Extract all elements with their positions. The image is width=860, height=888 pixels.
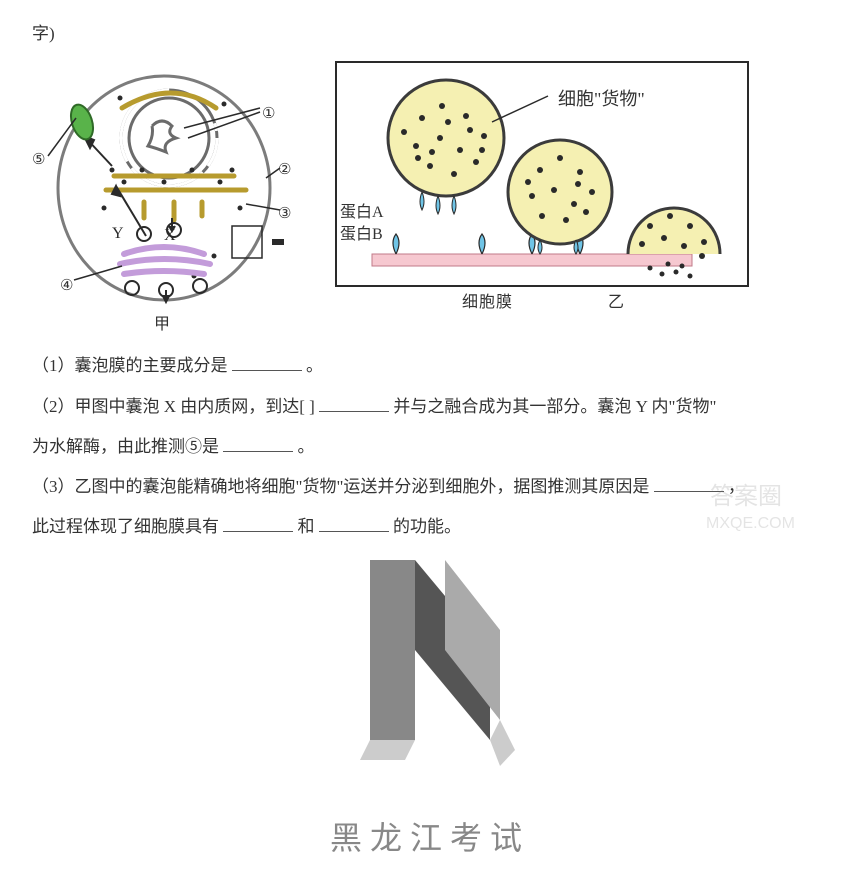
header-fragment: 字)	[32, 18, 828, 50]
q2-line1: （2）甲图中囊泡 X 由内质网，到达[ ] 并与之融合成为其一部分。囊泡 Y 内…	[32, 391, 828, 423]
watermark-logo	[300, 520, 560, 780]
diagram-yi: 细胞"货物" 蛋白A 蛋白B 细胞膜 乙	[332, 58, 752, 318]
q3-line2-prefix: 此过程体现了细胞膜具有	[32, 517, 219, 536]
corner-wm-l1: 答案圈	[710, 483, 782, 510]
q2-blank2[interactable]	[223, 434, 293, 452]
watermark-text: 黑龙江考试	[0, 808, 860, 869]
label-cargo: 细胞"货物"	[558, 82, 645, 116]
label-c5: ⑤	[32, 146, 45, 175]
q1-suffix: 。	[306, 356, 323, 375]
q1-prefix: （1）囊泡膜的主要成分是	[32, 356, 228, 375]
svg-text:Y: Y	[112, 225, 124, 242]
jia-label: 甲	[154, 310, 171, 340]
q3-blank2[interactable]	[223, 514, 293, 532]
label-membrane: 细胞膜	[462, 288, 513, 318]
q2-line2: 为水解酶，由此推测⑤是 。	[32, 431, 828, 463]
diagram-jia: X Y ① ②	[24, 58, 284, 338]
q2-line1-suffix: 并与之融合成为其一部分。囊泡 Y 内"货物"	[393, 397, 716, 416]
label-c1: ①	[262, 100, 275, 129]
svg-text:X: X	[164, 227, 176, 244]
q1-blank[interactable]	[232, 353, 302, 371]
q2-line2-prefix: 为水解酶，由此推测⑤是	[32, 437, 219, 456]
q2-line1-prefix: （2）甲图中囊泡 X 由内质网，到达[ ]	[32, 397, 315, 416]
q2-line2-suffix: 。	[298, 437, 315, 456]
corner-wm-l2: MXQE.COM	[706, 515, 795, 532]
label-protein-b: 蛋白B	[340, 220, 383, 250]
yi-label: 乙	[608, 288, 625, 318]
label-c4: ④	[60, 272, 73, 301]
label-c3: ③	[278, 200, 291, 229]
label-c2: ②	[278, 156, 291, 185]
corner-watermark: 答案圈 MXQE.COM	[700, 476, 850, 536]
diagram-row: X Y ① ②	[24, 58, 828, 338]
q3-line1-prefix: （3）乙图中的囊泡能精确地将细胞"货物"运送并分泌到细胞外，据图推测其原因是	[32, 477, 649, 496]
q2-blank1[interactable]	[319, 394, 389, 412]
q1: （1）囊泡膜的主要成分是 。	[32, 350, 828, 382]
